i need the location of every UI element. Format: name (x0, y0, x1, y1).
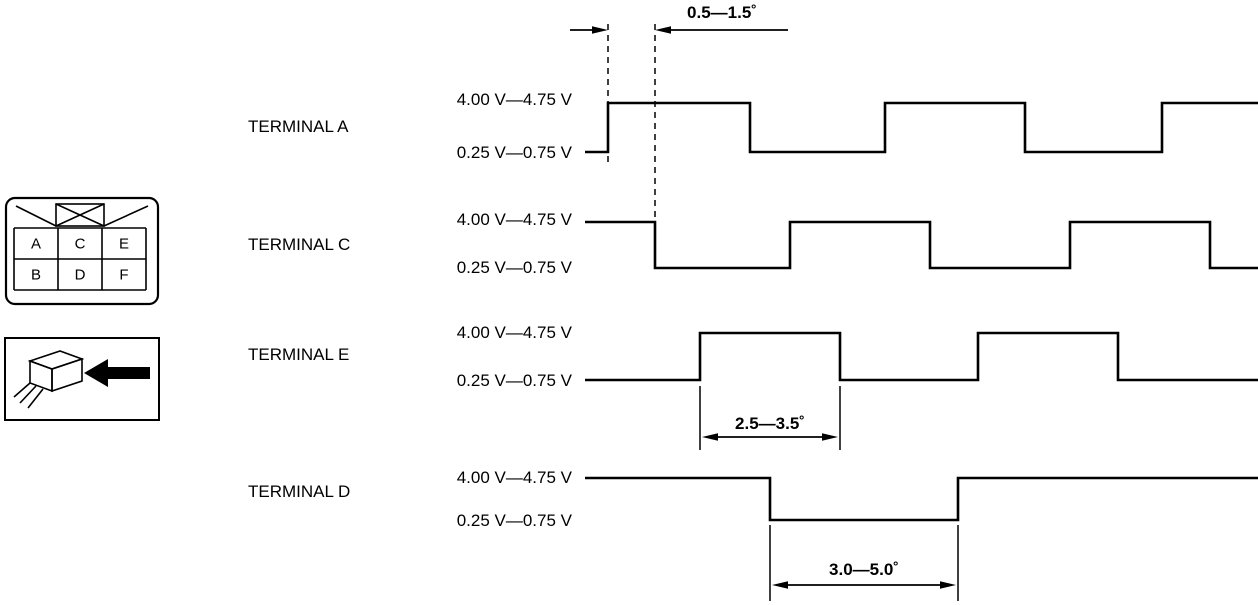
dimension-phase-offset (570, 26, 788, 34)
connector-side-face (51, 357, 83, 393)
housing-slant-left (15, 205, 57, 227)
waveform-terminal-d (585, 476, 1258, 522)
connector-outline (4, 196, 160, 306)
arrowhead-right-icon (592, 26, 608, 34)
dimension-pulse-width-d (769, 525, 959, 601)
waveform-terminal-c (585, 220, 1258, 270)
phase-offset-label: 0.5—1.5˚ (687, 3, 757, 22)
terminal-a-low-label: 0.25 V—0.75 V (456, 143, 572, 162)
dimension-pulse-width-e (699, 386, 841, 450)
terminal-e-high-label: 4.00 V—4.75 V (456, 323, 572, 342)
square-wave-traces (585, 101, 1258, 522)
pulse-width-e-label: 2.5—3.5˚ (735, 414, 805, 433)
connector-illustration (4, 337, 160, 421)
connector-illustration-drawing (13, 350, 150, 409)
terminal-c-low-label: 0.25 V—0.75 V (456, 258, 572, 277)
pin-label-c: C (74, 235, 86, 253)
terminal-c-label: TERMINAL C (248, 235, 351, 254)
terminal-e-low-label: 0.25 V—0.75 V (456, 371, 572, 390)
pin-label-a: A (30, 235, 42, 253)
arrowhead-left-icon (772, 581, 788, 589)
housing-slant-right (103, 205, 149, 227)
arrowhead-right-icon (940, 581, 956, 589)
terminal-c-high-label: 4.00 V—4.75 V (456, 210, 572, 229)
pin-label-d: D (74, 266, 86, 284)
arrowhead-left-icon (655, 26, 671, 34)
pin-label-f: F (119, 266, 129, 284)
terminal-e-label: TERMINAL E (248, 345, 350, 364)
arrowhead-right-icon (822, 433, 838, 441)
wire (13, 382, 31, 398)
terminal-a-label: TERMINAL A (248, 117, 349, 136)
waveform-terminal-e (585, 331, 1258, 382)
pin-label-e: E (118, 235, 130, 253)
terminal-d-low-label: 0.25 V—0.75 V (456, 511, 572, 530)
arrowhead-left-icon (702, 433, 718, 441)
wire (27, 388, 44, 409)
connector-pinout: A C E B D F (4, 196, 160, 306)
terminal-d-label: TERMINAL D (248, 482, 351, 501)
keyway-x2 (55, 203, 105, 227)
waveform-terminal-a (585, 101, 1258, 154)
pointer-arrow-icon (84, 359, 150, 387)
pin-label-b: B (30, 266, 42, 284)
pulse-width-d-label: 3.0—5.0˚ (829, 560, 899, 579)
wire (19, 385, 37, 404)
terminal-a-high-label: 4.00 V—4.75 V (456, 90, 572, 109)
connector-pinout-drawing (4, 196, 160, 306)
terminal-d-high-label: 4.00 V—4.75 V (456, 468, 572, 487)
keyway-box (55, 203, 105, 227)
